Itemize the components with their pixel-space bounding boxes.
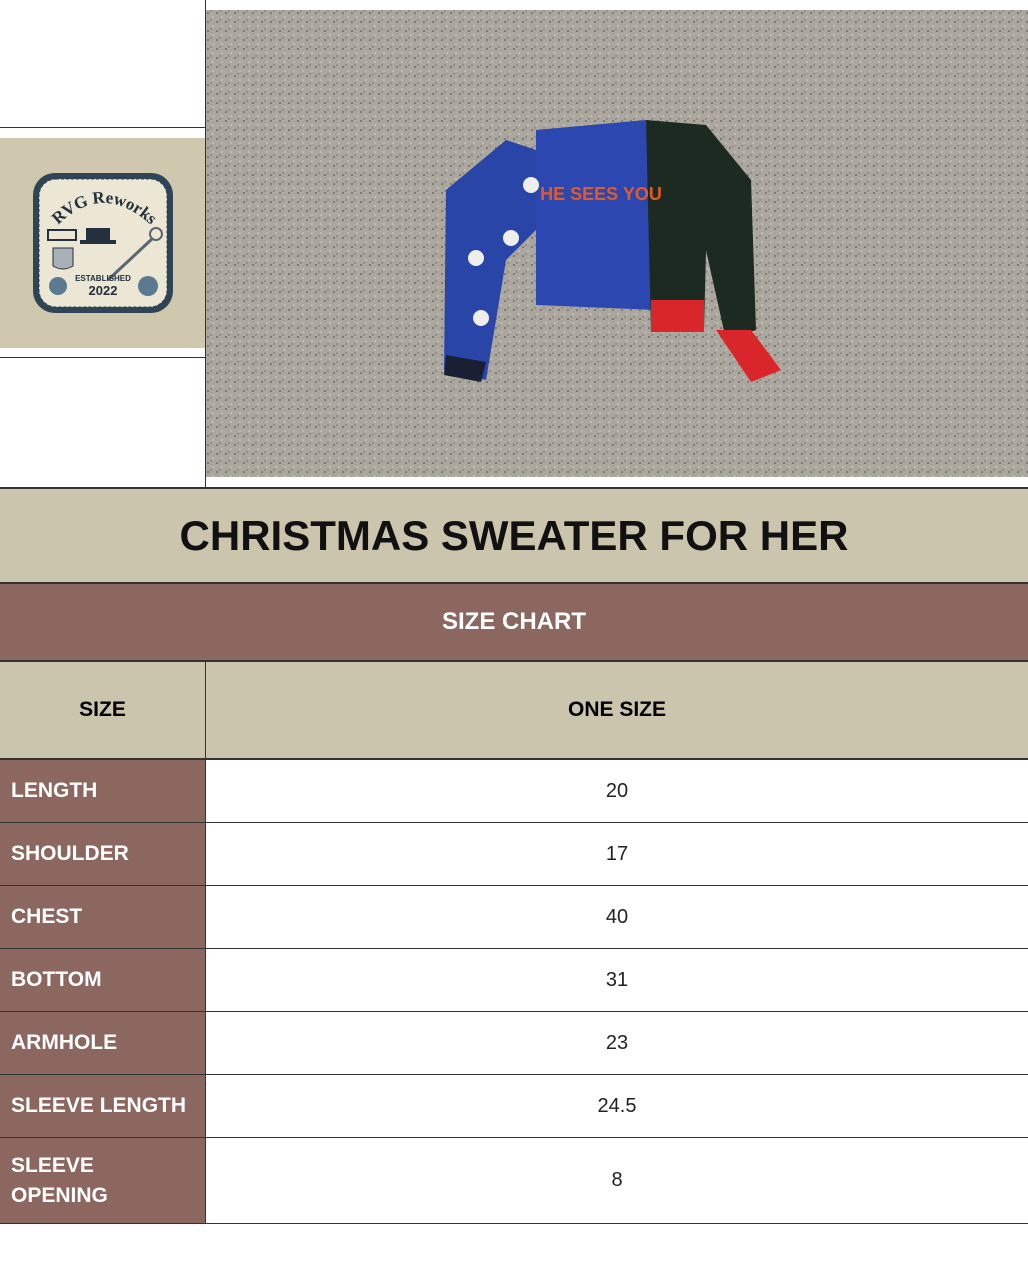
row-value: 31	[605, 968, 629, 991]
row-value: 17	[605, 842, 629, 865]
table-row: SLEEVE LENGTH 24.5	[0, 1075, 1028, 1138]
table-row: CHEST 40	[0, 886, 1028, 949]
table-row: SHOULDER 17	[0, 823, 1028, 886]
row-label: SHOULDER	[0, 823, 206, 885]
row-value: 40	[605, 905, 629, 928]
svg-text:ESTABLISHED: ESTABLISHED	[75, 274, 131, 283]
empty-cell	[0, 0, 206, 128]
row-label: ARMHOLE	[0, 1012, 206, 1074]
row-label: BOTTOM	[0, 949, 206, 1011]
table-row: BOTTOM 31	[0, 949, 1028, 1012]
size-value: ONE SIZE	[567, 698, 667, 721]
product-photo: HE SEES YOU	[206, 10, 1028, 477]
svg-text:2022: 2022	[88, 283, 117, 298]
row-label: SLEEVE OPENING	[0, 1138, 206, 1223]
size-label: SIZE	[0, 662, 206, 758]
row-label: SLEEVE LENGTH	[0, 1075, 206, 1137]
svg-text:HE SEES YOU: HE SEES YOU	[540, 184, 662, 204]
logo-cell: RVG Reworks ESTABLISHED 2022	[0, 128, 206, 358]
row-label: LENGTH	[0, 760, 206, 822]
size-header-row: SIZE ONE SIZE	[0, 662, 1028, 760]
size-chart-heading: SIZE CHART	[0, 584, 1028, 662]
row-value: 20	[605, 779, 629, 802]
row-value: 24.5	[597, 1094, 637, 1117]
row-value: 8	[611, 1169, 623, 1191]
empty-cell	[0, 358, 206, 488]
table-row: ARMHOLE 23	[0, 1012, 1028, 1075]
row-value: 23	[605, 1031, 629, 1054]
table-row: LENGTH 20	[0, 760, 1028, 823]
measurement-table: LENGTH 20 SHOULDER 17 CHEST 40 BOTTOM 31 ARM…	[0, 760, 1028, 1224]
table-row: SLEEVE OPENING 8	[0, 1138, 1028, 1224]
row-label: CHEST	[0, 886, 206, 948]
sweater-image: HE SEES YOU	[206, 10, 1028, 477]
page-title: CHRISTMAS SWEATER FOR HER	[0, 487, 1028, 584]
rvg-reworks-logo: RVG Reworks ESTABLISHED 2022	[32, 173, 173, 313]
